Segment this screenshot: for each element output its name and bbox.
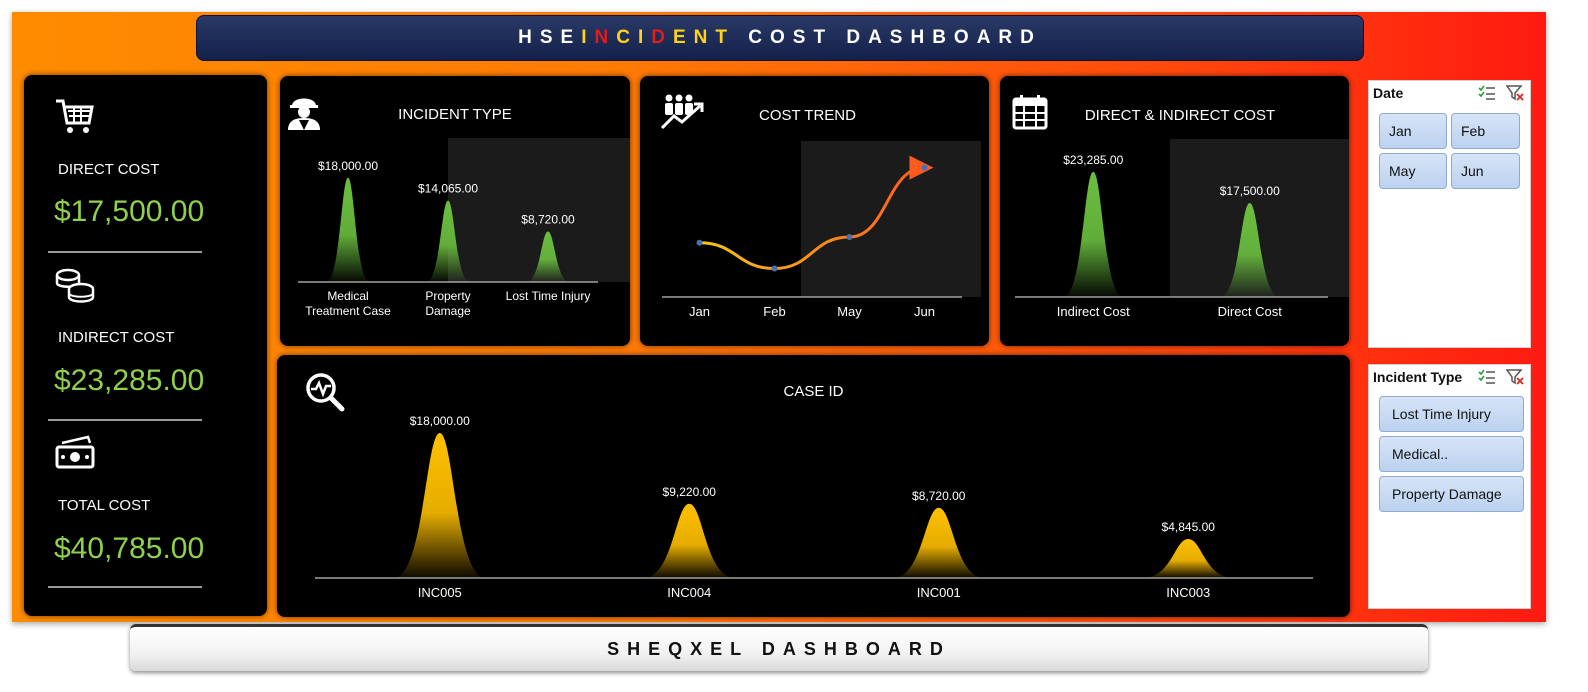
dashboard-title: HSE I N C I D E N T COST DASHBOARD: [196, 15, 1364, 61]
worker-helmet-icon: [288, 98, 320, 130]
incident-type-title: INCIDENT TYPE: [398, 106, 512, 123]
title-part-1: HSE: [518, 27, 582, 48]
date-slicer-item[interactable]: Jun: [1451, 153, 1520, 189]
cost-trend-title: COST TREND: [759, 107, 856, 124]
category-label: Property: [425, 289, 470, 303]
peak-mark: [393, 433, 486, 578]
date-slicer-item[interactable]: Jan: [1379, 113, 1447, 149]
incident-type-slicer-item[interactable]: Lost Time Injury: [1379, 396, 1524, 432]
category-label: Direct Cost: [1218, 304, 1283, 319]
category-label: INC001: [917, 585, 961, 600]
data-label: $17,500.00: [1220, 184, 1280, 198]
direct-cost-label: DIRECT COST: [58, 161, 160, 178]
peak-mark: [1063, 171, 1124, 297]
category-label: Medical: [327, 289, 368, 303]
category-label: INC005: [418, 585, 462, 600]
coins-icon: [55, 268, 95, 303]
direct-indirect-chart: $23,285.00 Indirect Cost $17,500.00 Direct …: [1015, 139, 1349, 319]
kpi-divider: [48, 419, 202, 421]
title-letter: T: [715, 27, 736, 48]
data-label: $9,220.00: [663, 485, 717, 499]
title-letter: N: [594, 27, 617, 48]
date-slicer-item[interactable]: May: [1379, 153, 1447, 189]
title-part-2: COST DASHBOARD: [735, 27, 1042, 48]
indirect-cost-value: $23,285.00: [54, 364, 205, 397]
indirect-cost-label: INDIRECT COST: [58, 329, 175, 346]
data-label: $8,720.00: [521, 213, 575, 227]
peak-mark: [643, 503, 736, 578]
peak-mark: [892, 507, 985, 578]
direct-indirect-title: DIRECT & INDIRECT COST: [1084, 107, 1276, 124]
title-letter: C: [616, 27, 638, 48]
category-label: Treatment Case: [305, 304, 391, 318]
data-point: [846, 234, 853, 241]
peak-mark: [326, 177, 370, 282]
case-id-chart: $18,000.00 INC005 $9,220.00 INC004 $8,720.00…: [315, 414, 1313, 600]
data-point: [921, 164, 928, 171]
peak-mark: [526, 231, 570, 282]
case-id-title: CASE ID: [783, 383, 844, 400]
data-label: $23,285.00: [1063, 153, 1123, 167]
title-letter: E: [672, 27, 694, 48]
category-label: Feb: [763, 304, 785, 319]
total-cost-value: $40,785.00: [54, 532, 205, 565]
plot-shade: [448, 138, 630, 282]
kpi-panel: DIRECT COST $17,500.00 INDIRECT COST $23…: [24, 75, 267, 616]
date-slicer: Date Jan Feb May Jun: [1368, 80, 1531, 348]
incident-type-slicer: Incident Type Lost Time Injury Medical..…: [1368, 364, 1531, 609]
footer-banner: SHEQXEL DASHBOARD: [130, 624, 1428, 671]
category-label: Lost Time Injury: [506, 289, 591, 303]
plot-shade: [801, 141, 981, 297]
cost-trend-chart: Jan Feb May Jun: [662, 141, 981, 319]
category-label: INC004: [667, 585, 711, 600]
cost-trend-panel: COST TREND Jan Feb May Jun: [640, 76, 989, 346]
data-point: [771, 265, 778, 272]
shopping-cart-icon: [56, 99, 94, 133]
category-label: May: [837, 304, 862, 319]
data-label: $14,065.00: [418, 182, 478, 196]
people-growth-icon: [660, 94, 704, 130]
category-label: Indirect Cost: [1057, 304, 1130, 319]
case-id-panel: CASE ID $18,000.00 INC005 $9,220.00 INC004 $…: [277, 355, 1350, 617]
direct-cost-value: $17,500.00: [54, 195, 205, 228]
series-line: [699, 155, 934, 271]
kpi-divider: [48, 586, 202, 588]
clear-filter-icon[interactable]: [1506, 85, 1524, 101]
incident-type-slicer-item[interactable]: Medical..: [1379, 436, 1524, 472]
clear-filter-icon[interactable]: [1506, 369, 1524, 385]
total-cost-label: TOTAL COST: [58, 497, 151, 514]
data-label: $8,720.00: [912, 489, 966, 503]
multi-select-icon[interactable]: [1478, 85, 1496, 101]
incident-type-slicer-title: Incident Type: [1373, 369, 1463, 385]
multi-select-icon[interactable]: [1478, 369, 1496, 385]
category-label: Damage: [425, 304, 471, 318]
data-label: $18,000.00: [318, 159, 378, 173]
incident-type-panel: INCIDENT TYPE $18,000.00 Medical Treatment…: [280, 76, 630, 346]
data-label: $4,845.00: [1162, 520, 1216, 534]
title-letter: N: [693, 27, 716, 48]
search-pulse-icon: [306, 373, 345, 412]
peak-mark: [1142, 538, 1235, 578]
cash-icon: [55, 435, 95, 469]
category-label: Jun: [914, 304, 935, 319]
kpi-divider: [48, 251, 202, 253]
incident-type-slicer-item[interactable]: Property Damage: [1379, 476, 1524, 512]
peak-mark: [426, 200, 470, 282]
category-label: INC003: [1166, 585, 1210, 600]
data-point: [696, 239, 703, 246]
category-label: Jan: [689, 304, 710, 319]
title-letter: I: [637, 27, 652, 48]
date-slicer-item[interactable]: Feb: [1451, 113, 1520, 149]
data-label: $18,000.00: [410, 414, 470, 428]
title-letter: I: [581, 27, 595, 48]
title-letter: D: [651, 27, 673, 48]
calendar-icon: [1012, 95, 1048, 130]
date-slicer-title: Date: [1373, 85, 1404, 101]
peak-mark: [1219, 202, 1280, 297]
direct-indirect-panel: DIRECT & INDIRECT COST $23,285.00 Indirec…: [1000, 76, 1349, 346]
